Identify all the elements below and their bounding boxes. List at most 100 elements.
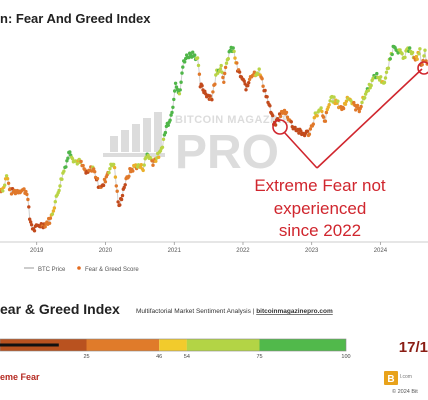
score-dot (58, 184, 62, 188)
score-dot (47, 221, 52, 225)
plot-area (0, 34, 428, 242)
score-dot (257, 67, 261, 71)
watermark-line2: PRO (175, 126, 279, 179)
score-dot (26, 197, 30, 202)
score-dot (375, 71, 379, 76)
score-dot (168, 118, 172, 122)
score-dot (27, 205, 31, 209)
gauge-pointer (0, 343, 59, 347)
score-dot (221, 75, 225, 80)
watermark-line1: BITCOIN MAGAZINE (175, 114, 290, 126)
gauge-subtitle: Multifactorial Market Sentiment Analysis… (136, 308, 333, 315)
x-tick-label: 2024 (374, 248, 388, 254)
score-dot (181, 65, 185, 69)
score-dot (219, 63, 223, 68)
score-dot (43, 225, 47, 229)
score-dot (139, 163, 143, 167)
score-dot (118, 203, 122, 207)
score-dot (158, 149, 163, 153)
score-dot (122, 185, 126, 190)
score-dot (200, 84, 204, 88)
score-dot (237, 70, 242, 74)
score-dot (386, 66, 391, 70)
score-dot (6, 181, 11, 185)
score-dot (170, 110, 174, 115)
score-dot (53, 200, 57, 204)
score-dot (323, 119, 328, 123)
score-dot (233, 56, 237, 60)
footer: B l.com © 2024 Bit (384, 371, 418, 395)
score-dot (324, 110, 329, 115)
gauge-segment (259, 339, 346, 351)
score-dot (244, 88, 248, 92)
score-dot (161, 137, 166, 141)
score-dot (173, 89, 177, 93)
annotation-line2: experienced (274, 199, 367, 218)
score-dot (112, 165, 117, 170)
score-dot (388, 57, 392, 61)
score-dot (196, 63, 201, 68)
score-dot (172, 97, 176, 102)
score-dot (223, 71, 227, 76)
score-dot (160, 145, 165, 149)
score-dot (127, 174, 131, 178)
score-dot (175, 87, 180, 92)
score-dot (51, 209, 56, 213)
score-dot (179, 80, 183, 84)
score-dot (327, 103, 331, 107)
score-dot (22, 187, 26, 191)
x-tick-label: 2023 (305, 248, 319, 254)
score-dot (415, 57, 419, 61)
score-dot (115, 189, 119, 193)
score-dot (242, 79, 246, 83)
score-dot (278, 114, 283, 119)
score-dot (191, 50, 195, 54)
score-dot (211, 90, 215, 94)
score-dot (112, 162, 116, 167)
score-dot (308, 127, 313, 131)
score-dot (141, 168, 145, 173)
score-dot (315, 114, 319, 118)
score-dot (396, 51, 400, 55)
score-dot (268, 104, 272, 108)
score-dot (224, 61, 229, 65)
score-dot (260, 77, 264, 81)
gauge-subtitle-link[interactable]: bitcoinmagazinepro.com (256, 308, 333, 315)
gauge-value: 17/1 (399, 339, 428, 356)
score-dot (218, 67, 222, 71)
score-dot (284, 110, 289, 115)
score-dot (410, 50, 415, 55)
score-dot (384, 70, 389, 75)
score-dot (226, 57, 230, 61)
score-dot (52, 206, 57, 210)
score-dot (151, 163, 155, 167)
score-dot (32, 229, 37, 233)
score-dot (142, 163, 146, 167)
score-dot (321, 115, 326, 119)
score-dot (357, 109, 361, 114)
score-dot (418, 47, 422, 51)
brand-logo-icon (384, 371, 398, 385)
score-dot (293, 125, 297, 130)
legend-price-label: BTC Price (38, 267, 66, 273)
score-dot (247, 77, 252, 82)
score-dot (116, 200, 120, 204)
score-dot (247, 81, 251, 85)
score-dot (178, 88, 182, 92)
score-dot (65, 159, 69, 163)
score-dot (319, 106, 323, 110)
score-dot (154, 159, 158, 163)
score-dot (1, 189, 5, 193)
score-dots (0, 44, 428, 233)
gauge-tick-label: 46 (156, 354, 162, 360)
score-dot (114, 184, 119, 188)
score-dot (64, 165, 68, 169)
score-dot (252, 70, 257, 74)
score-dot (423, 48, 427, 52)
score-dot (363, 96, 367, 100)
score-dot (336, 99, 340, 103)
score-dot (157, 155, 161, 159)
score-dot (119, 197, 124, 202)
score-dot (79, 159, 83, 164)
